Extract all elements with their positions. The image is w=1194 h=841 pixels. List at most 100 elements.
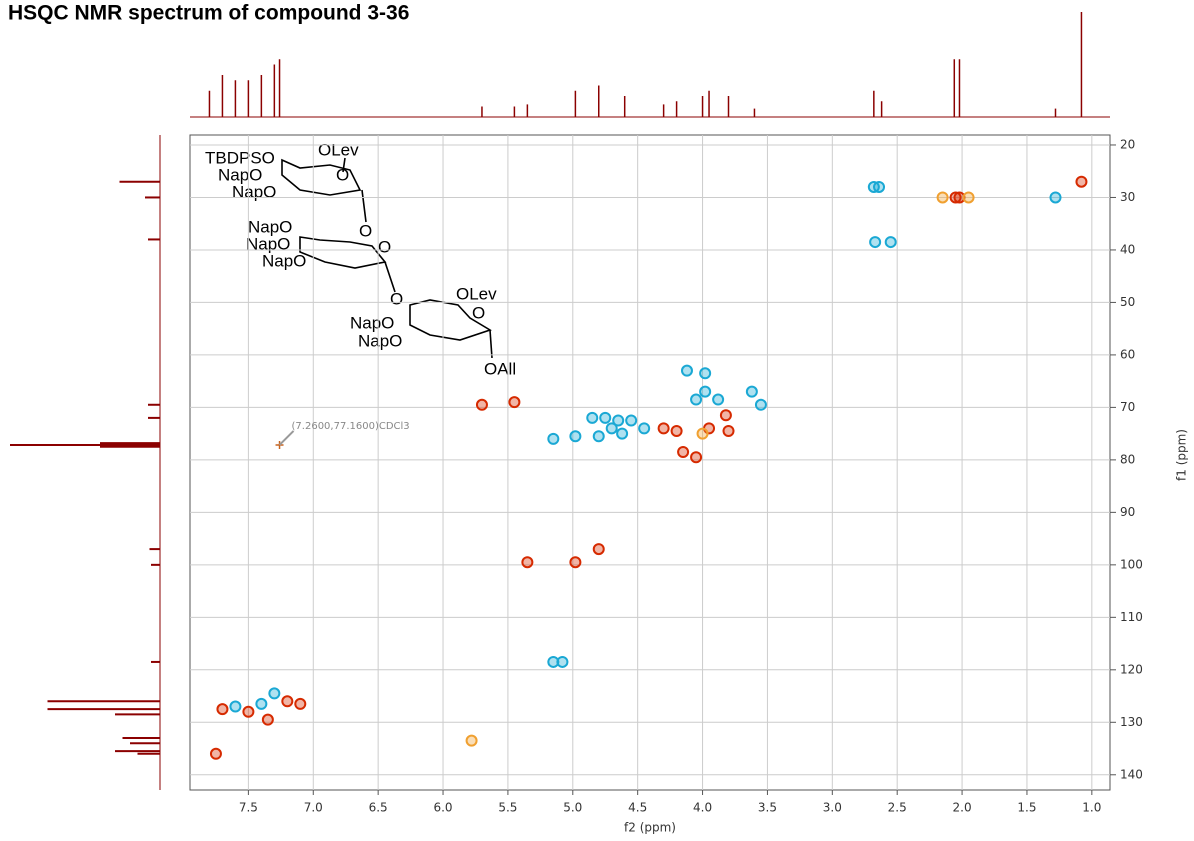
cross-peak [547,432,560,445]
structure-label: O [336,165,349,184]
x-tick-label: 5.0 [563,801,582,815]
cross-peak [592,430,605,443]
x-tick-label: 7.0 [304,801,323,815]
cross-peak [475,398,488,411]
structure-label: O [359,221,372,240]
cross-peak [569,556,582,569]
structure-label: NapO [246,234,290,253]
x-axis-label: f2 (ppm) [624,821,676,835]
y-tick-label: 120 [1120,662,1143,676]
structure-label: NapO [232,182,276,201]
x-tick-label: 6.0 [433,801,452,815]
y-tick-label: 110 [1120,610,1143,624]
cross-peak [209,747,222,760]
cross-peak [754,398,767,411]
y-tick-label: 40 [1120,242,1135,256]
x-tick-label: 1.0 [1082,801,1101,815]
chart-title: HSQC NMR spectrum of compound 3-36 [8,2,409,25]
y-axis-label: f1 (ppm) [1175,429,1189,481]
cross-peak [949,191,962,204]
y-tick-label: 70 [1120,400,1135,414]
cross-peak [599,411,612,424]
cross-peak [670,425,683,438]
x-tick-label: 4.5 [628,801,647,815]
cross-peak [962,191,975,204]
cross-peak [294,697,307,710]
cross-peak [699,385,712,398]
y-tick-label: 20 [1120,137,1135,151]
cross-peak [680,364,693,377]
cross-peak [616,427,629,440]
cross-peak [612,414,625,427]
cross-peak [690,393,703,406]
x-tick-label: 3.5 [758,801,777,815]
cross-peak [268,687,281,700]
x-tick-label: 4.0 [693,801,712,815]
structure-label: O [390,289,403,308]
cross-peak [873,180,886,193]
cross-peak [677,446,690,459]
cross-peak [884,236,897,249]
structure-label: NapO [262,251,306,270]
cross-peak [625,414,638,427]
structure-label: O [378,237,391,256]
x-tick-label: 3.0 [823,801,842,815]
cross-peak [556,655,569,668]
y-tick-label: 100 [1120,557,1143,571]
y-tick-label: 30 [1120,190,1135,204]
structure-label: O [472,303,485,322]
structure-label: OLev [318,140,359,159]
structure-bonds [281,157,493,359]
cross-peak [521,556,534,569]
cross-peak [869,236,882,249]
cross-peak [216,703,229,716]
x-tick-label: 5.5 [498,801,517,815]
cross-peak [1075,175,1088,188]
plot-frame [189,134,1111,791]
structure-label: NapO [350,313,394,332]
y-tick-label: 140 [1120,767,1143,781]
cross-peak [586,411,599,424]
y-tick-label: 80 [1120,452,1135,466]
cross-peak [696,427,709,440]
cross-peak [719,409,732,422]
cross-peak [592,543,605,556]
x-tick-label: 6.5 [369,801,388,815]
y-tick-label: 90 [1120,505,1135,519]
cross-peak [465,734,478,747]
x-tick-label: 7.5 [239,801,258,815]
cross-peak [936,191,949,204]
y-tick-label: 50 [1120,295,1135,309]
structure-label: NapO [358,331,402,350]
cross-peak [229,700,242,713]
cross-peak [699,367,712,380]
x-tick-label: 2.5 [888,801,907,815]
cross-peak [722,425,735,438]
annotation-leader [278,430,295,446]
structure-label: TBDPSO [205,148,275,167]
cross-peak [690,451,703,464]
cross-peak [242,705,255,718]
y-tick-label: 130 [1120,715,1143,729]
cross-peak [605,422,618,435]
y-tick-label: 60 [1120,347,1135,361]
cross-peak [657,422,670,435]
structure-label: NapO [248,217,292,236]
cross-peak [712,393,725,406]
cross-peak [1049,191,1062,204]
cross-peak [508,396,521,409]
annotation: (7.2600,77.1600)CDCl3 [292,421,410,432]
cross-peak [255,697,268,710]
cross-peak [745,385,758,398]
x-tick-label: 1.5 [1017,801,1036,815]
cross-peak [281,695,294,708]
structure-label: OAll [484,359,516,378]
structure-label: NapO [218,165,262,184]
cross-peak [569,430,582,443]
x-tick-label: 2.0 [953,801,972,815]
structure-label: OLev [456,284,497,303]
cross-peak [638,422,651,435]
cross-peak [261,713,274,726]
